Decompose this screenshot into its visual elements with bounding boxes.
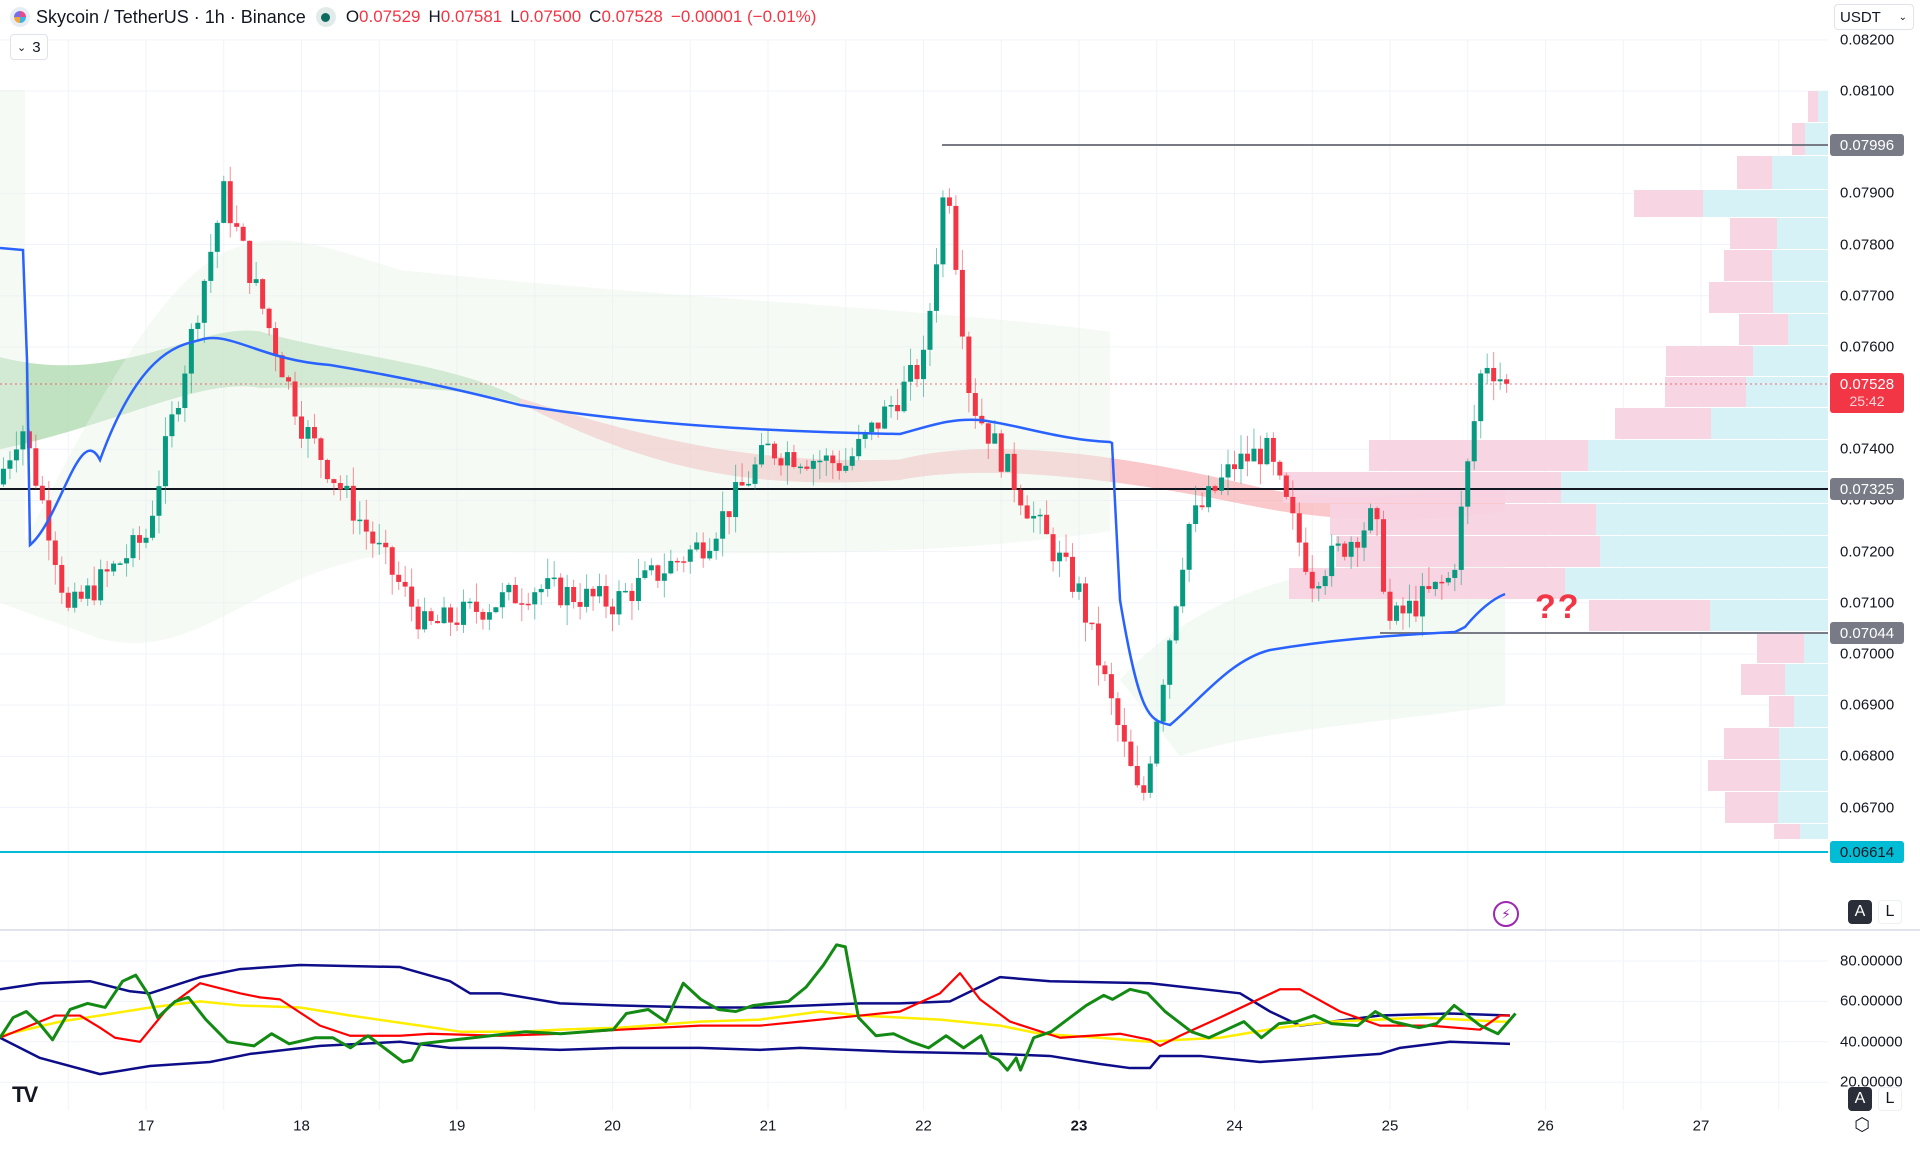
log-scale-button[interactable]: L bbox=[1878, 900, 1902, 924]
time-tick-label: 26 bbox=[1537, 1117, 1554, 1135]
price-tick-label: 0.07700 bbox=[1840, 287, 1895, 305]
auto-scale-button[interactable]: A bbox=[1848, 900, 1872, 924]
low-price-tag: 0.06614 bbox=[1830, 841, 1904, 863]
time-tick-label: 22 bbox=[915, 1117, 932, 1135]
price-tick-label: 0.08200 bbox=[1840, 31, 1895, 49]
time-tick-label: 21 bbox=[759, 1117, 777, 1135]
candlesticks bbox=[0, 166, 1510, 801]
question-marks-annotation[interactable]: ?? bbox=[1535, 588, 1581, 626]
price-tick-label: 0.07000 bbox=[1840, 645, 1895, 663]
currency-value: USDT bbox=[1840, 8, 1881, 26]
log-scale-button[interactable]: L bbox=[1878, 1087, 1902, 1111]
change-value: −0.00001 (−0.01%) bbox=[670, 7, 817, 26]
bar-countdown: 25:42 bbox=[1849, 393, 1885, 409]
oscillator-tick-label: 40.00000 bbox=[1840, 1033, 1903, 1051]
chevron-down-icon: ⌄ bbox=[1898, 11, 1907, 23]
price-tick-label: 0.07200 bbox=[1840, 543, 1895, 561]
open-label: O bbox=[345, 7, 360, 26]
horizontal-levels bbox=[0, 144, 1828, 853]
current-price: 0.07528 bbox=[1839, 376, 1895, 393]
market-status-icon[interactable] bbox=[315, 7, 336, 27]
volume-profile bbox=[1283, 91, 1828, 839]
oscillator-scale-buttons: A L bbox=[1848, 1087, 1902, 1111]
time-tick-label: 23 bbox=[1070, 1117, 1088, 1135]
price-tick-label: 0.07900 bbox=[1840, 184, 1895, 202]
price-scale-buttons: A L bbox=[1848, 900, 1902, 924]
pivot-price-tag: 0.07325 bbox=[1830, 478, 1904, 500]
low-value: 0.07500 bbox=[519, 7, 582, 26]
support-price-tag: 0.07044 bbox=[1830, 622, 1904, 644]
chevron-down-icon: ⌄ bbox=[17, 41, 27, 54]
price-tick-label: 0.06700 bbox=[1840, 799, 1895, 817]
open-value: 0.07529 bbox=[359, 7, 421, 26]
oscillator-pane bbox=[0, 943, 1517, 1076]
time-tick-label: 19 bbox=[448, 1117, 466, 1135]
price-tick-label: 0.07400 bbox=[1840, 440, 1895, 458]
indicators-collapse-button[interactable]: ⌄ 3 bbox=[10, 34, 48, 60]
time-tick-label: 20 bbox=[604, 1117, 621, 1135]
close-value: 0.07528 bbox=[601, 7, 663, 26]
current-price-tag: 0.07528 25:42 bbox=[1830, 373, 1904, 413]
settings-gear-icon[interactable]: ⬡ bbox=[1854, 1114, 1870, 1135]
high-value: 0.07581 bbox=[440, 7, 503, 26]
pane-separator[interactable] bbox=[0, 929, 1920, 931]
oscillator-tick-label: 60.00000 bbox=[1840, 992, 1903, 1010]
price-tick-label: 0.06900 bbox=[1840, 696, 1895, 714]
lightning-event-icon[interactable]: ⚡︎ bbox=[1493, 901, 1519, 927]
price-tick-label: 0.08100 bbox=[1840, 82, 1895, 100]
vwap-line bbox=[0, 246, 1506, 727]
time-tick-label: 24 bbox=[1226, 1117, 1243, 1135]
symbol-legend: Skycoin / TetherUS · 1h · Binance O 0.075… bbox=[10, 6, 824, 28]
auto-scale-button[interactable]: A bbox=[1848, 1087, 1872, 1111]
symbol-title[interactable]: Skycoin / TetherUS · 1h · Binance bbox=[36, 6, 306, 27]
close-label: C bbox=[589, 7, 602, 26]
time-tick-label: 17 bbox=[137, 1117, 155, 1135]
oscillator-tick-label: 20.00000 bbox=[1840, 1073, 1903, 1091]
oscillator-tick-label: 80.00000 bbox=[1840, 952, 1903, 970]
currency-select[interactable]: USDT ⌄ bbox=[1834, 4, 1914, 30]
tradingview-logo-icon[interactable]: TV bbox=[12, 1082, 38, 1107]
resistance-price-tag: 0.07996 bbox=[1830, 134, 1904, 156]
high-label: H bbox=[428, 7, 441, 26]
price-tick-label: 0.07100 bbox=[1840, 594, 1895, 612]
price-tick-label: 0.06800 bbox=[1840, 747, 1895, 765]
skycoin-logo-icon bbox=[10, 7, 30, 27]
price-tick-label: 0.07600 bbox=[1840, 338, 1895, 356]
time-tick-label: 18 bbox=[293, 1117, 310, 1135]
price-tick-label: 0.07800 bbox=[1840, 236, 1895, 254]
low-label: L bbox=[510, 7, 520, 26]
time-tick-label: 27 bbox=[1692, 1117, 1710, 1135]
time-tick-label: 25 bbox=[1381, 1117, 1399, 1135]
indicator-count: 3 bbox=[32, 38, 41, 56]
